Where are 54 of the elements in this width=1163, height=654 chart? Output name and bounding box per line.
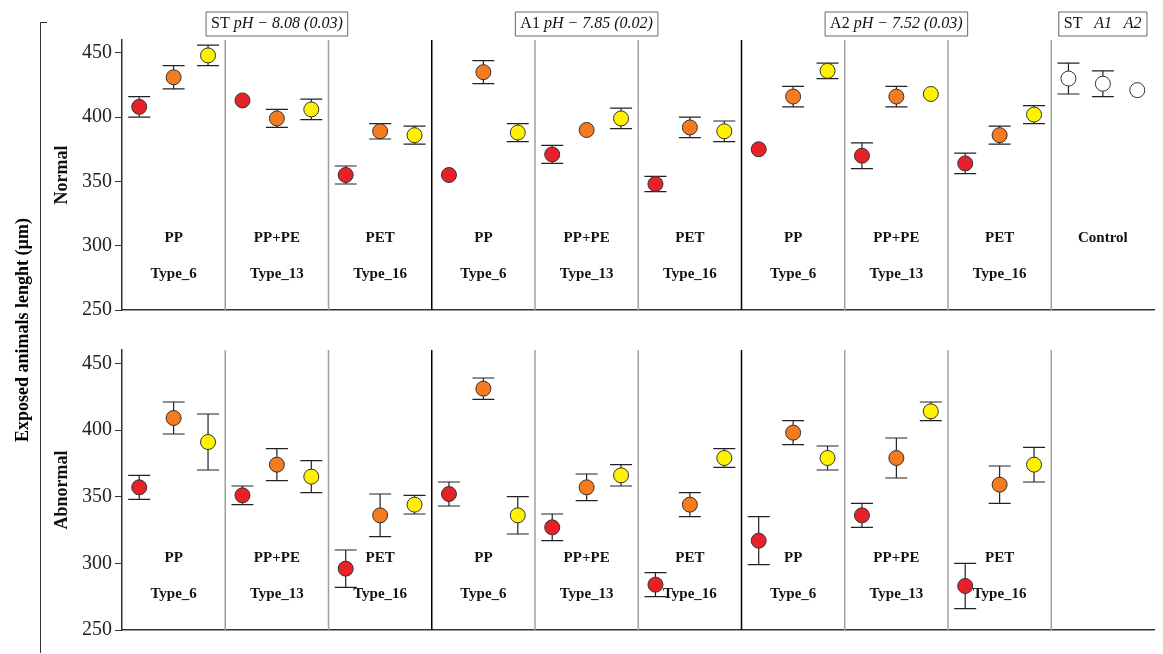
category-label: Control	[1078, 228, 1128, 245]
y-tick-label: 300	[82, 550, 112, 573]
y-tick-label: 450	[82, 40, 112, 63]
annotation: Type_13	[559, 264, 614, 281]
category-label: PET	[675, 228, 705, 245]
text: Normal	[50, 145, 71, 205]
text: ST A1 A2	[1063, 14, 1142, 32]
category-label: PP	[783, 228, 803, 245]
category-label: PET	[365, 548, 395, 565]
annotation: Type_16	[353, 264, 408, 281]
annotation: Type_6	[150, 584, 198, 601]
annotation: Type_6	[460, 584, 508, 601]
category-label: PP	[164, 548, 183, 565]
category-label: PP	[474, 548, 493, 565]
annotation: Type_6	[150, 264, 198, 281]
text: A2 pH − 7.52 (0.03)	[830, 14, 963, 33]
y-tick-label: 350	[82, 168, 112, 191]
category-label: PP	[164, 228, 183, 245]
category-label: PP+PE	[873, 228, 920, 245]
y-tick-label: 300	[82, 232, 112, 255]
y-tick-label: 400	[82, 417, 112, 440]
y-tick-label: 250	[82, 617, 112, 640]
annotation: Type_16	[972, 264, 1028, 281]
category-label: PP	[474, 228, 493, 245]
text: ST pH − 8.08 (0.03)	[211, 14, 343, 33]
category-label: PP+PE	[253, 228, 300, 245]
annotation: Type_13	[869, 584, 924, 601]
annotation: Type_6	[460, 264, 508, 281]
y-tick-label: 400	[82, 104, 112, 127]
annotation: Type_16	[353, 584, 408, 601]
category-label: PP+PE	[563, 228, 610, 245]
category-label: PET	[985, 548, 1015, 565]
annotation: Type_13	[869, 264, 924, 281]
category-label: PET	[675, 548, 705, 565]
y-axis-title: Exposed animals lenght (µm)	[11, 218, 33, 442]
annotation: Type_16	[662, 584, 718, 601]
category-label: PET	[365, 228, 395, 245]
category-label: PP+PE	[873, 548, 920, 565]
category-label: PP+PE	[563, 548, 610, 565]
category-label: PP+PE	[253, 548, 300, 565]
category-label: PP	[783, 548, 803, 565]
y-tick-label: 350	[82, 483, 112, 506]
annotation: Type_6	[769, 584, 817, 601]
annotation: Type_13	[249, 584, 304, 601]
text: Abnormal	[50, 450, 71, 530]
annotation: Type_13	[249, 264, 304, 281]
y-tick-label: 450	[82, 350, 112, 373]
text: A1 pH − 7.85 (0.02)	[520, 14, 653, 33]
category-label: PET	[985, 228, 1015, 245]
y-tick-label: 250	[82, 297, 112, 320]
annotation: Type_6	[769, 264, 817, 281]
annotation: Type_13	[559, 584, 614, 601]
annotation: Type_16	[972, 584, 1028, 601]
annotation: Type_16	[662, 264, 718, 281]
